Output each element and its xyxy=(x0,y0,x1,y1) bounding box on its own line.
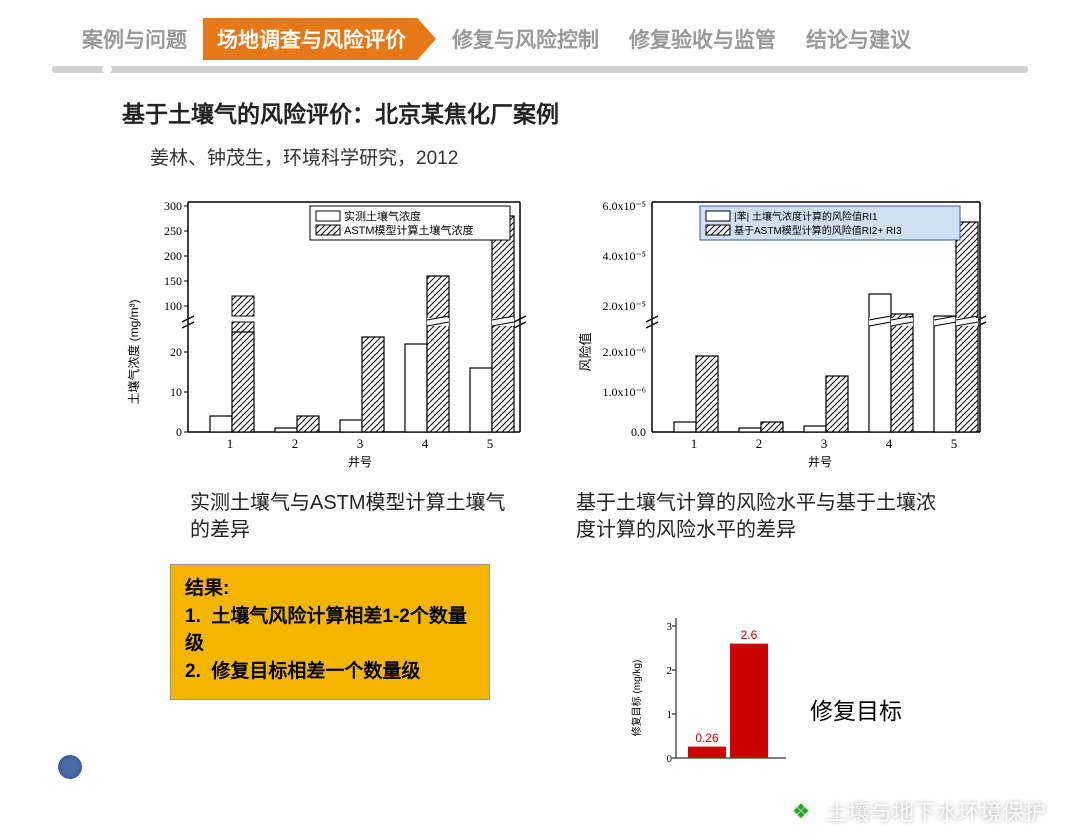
watermark: ❖ 土壤与地下水环境保护 xyxy=(786,795,1046,827)
nav-item-4[interactable]: 结论与建议 xyxy=(792,18,925,60)
svg-text:实测土壤气浓度: 实测土壤气浓度 xyxy=(344,209,421,223)
svg-text:4: 4 xyxy=(886,436,893,451)
caption-right: 基于土壤气计算的风险水平与基于土壤浓度计算的风险水平的差异 xyxy=(576,490,936,544)
svg-text:ASTM模型计算土壤气浓度: ASTM模型计算土壤气浓度 xyxy=(344,223,474,237)
svg-text:1: 1 xyxy=(227,436,234,451)
svg-text:1: 1 xyxy=(667,709,673,721)
chart-left: 0 10 20 100 150 200 250 300 土壤气浓度 (mg/m³… xyxy=(110,182,540,472)
svg-text:4.0x10⁻⁵: 4.0x10⁻⁵ xyxy=(602,249,646,263)
svg-text:2.0x10⁻⁵: 2.0x10⁻⁵ xyxy=(602,299,646,313)
svg-text:10: 10 xyxy=(170,385,182,399)
svg-text:3: 3 xyxy=(821,436,828,451)
nav-item-3[interactable]: 修复验收与监管 xyxy=(615,18,790,60)
watermark-text: 土壤与地下水环境保护 xyxy=(826,795,1046,827)
svg-text:1.0x10⁻⁶: 1.0x10⁻⁶ xyxy=(602,385,646,399)
svg-text:100: 100 xyxy=(164,299,182,313)
svg-text:2: 2 xyxy=(292,436,299,451)
caption-left: 实测土壤气与ASTM模型计算土壤气的差异 xyxy=(190,490,520,544)
svg-text:|苯| 土壤气浓度计算的风险值RI1: |苯| 土壤气浓度计算的风险值RI1 xyxy=(734,210,878,223)
svg-text:6.0x10⁻⁵: 6.0x10⁻⁵ xyxy=(602,199,646,213)
svg-text:250: 250 xyxy=(164,224,182,238)
svg-text:4: 4 xyxy=(422,436,429,451)
charts-row: 0 10 20 100 150 200 250 300 土壤气浓度 (mg/m³… xyxy=(0,182,1080,472)
nav-rule-dot xyxy=(102,64,112,74)
svg-text:土壤气浓度 (mg/m³): 土壤气浓度 (mg/m³) xyxy=(126,299,141,404)
svg-text:20: 20 xyxy=(170,345,182,359)
svg-text:2: 2 xyxy=(667,665,673,677)
svg-text:5: 5 xyxy=(951,436,958,451)
svg-text:2.0x10⁻⁶: 2.0x10⁻⁶ xyxy=(602,345,646,359)
chart-right: 0.0 1.0x10⁻⁶ 2.0x10⁻⁶ 2.0x10⁻⁵ 4.0x10⁻⁵ … xyxy=(560,182,1000,472)
svg-text:1: 1 xyxy=(691,436,698,451)
svg-text:风险值: 风险值 xyxy=(578,332,593,371)
nav-item-0[interactable]: 案例与问题 xyxy=(68,18,201,60)
svg-text:基于ASTM模型计算的风险值RI2+ RI3: 基于ASTM模型计算的风险值RI2+ RI3 xyxy=(734,224,902,237)
mini-val-1: 2.6 xyxy=(741,628,758,642)
svg-text:0.0: 0.0 xyxy=(631,425,646,439)
mini-side-label: 修复目标 xyxy=(810,692,902,726)
result-box: 结果: 1. 土壤气风险计算相差1-2个数量级 2. 修复目标相差一个数量级 xyxy=(170,564,490,700)
navbar: 案例与问题 场地调查与风险评价 修复与风险控制 修复验收与监管 结论与建议 xyxy=(0,0,1080,60)
svg-text:300: 300 xyxy=(164,199,182,213)
corner-logo-icon xyxy=(58,755,82,779)
nav-rule xyxy=(52,66,1028,73)
svg-text:3: 3 xyxy=(667,621,673,633)
nav-item-2[interactable]: 修复与风险控制 xyxy=(438,18,613,60)
mini-chart: 0 1 2 3 修复目标 (mg/kg) 0.26 2.6 xyxy=(616,608,796,783)
mini-val-0: 0.26 xyxy=(695,731,719,745)
svg-text:0: 0 xyxy=(667,753,673,765)
svg-text:井号: 井号 xyxy=(348,455,372,469)
svg-text:井号: 井号 xyxy=(808,455,832,469)
page-title: 基于土壤气的风险评价：北京某焦化厂案例 xyxy=(122,95,1080,129)
svg-text:5: 5 xyxy=(487,436,494,451)
nav-item-1-active[interactable]: 场地调查与风险评价 xyxy=(203,18,436,60)
svg-text:2: 2 xyxy=(756,436,763,451)
result-item-1: 1. 土壤气风险计算相差1-2个数量级 xyxy=(185,603,475,658)
svg-text:150: 150 xyxy=(164,274,182,288)
captions-row: 实测土壤气与ASTM模型计算土壤气的差异 基于土壤气计算的风险水平与基于土壤浓度… xyxy=(0,490,1080,544)
svg-text:0: 0 xyxy=(176,425,182,439)
result-item-2: 2. 修复目标相差一个数量级 xyxy=(185,658,475,686)
svg-text:3: 3 xyxy=(357,436,364,451)
svg-text:修复目标 (mg/kg): 修复目标 (mg/kg) xyxy=(630,660,643,737)
citation: 姜林、钟茂生，环境科学研究，2012 xyxy=(150,143,1080,170)
result-heading: 结果: xyxy=(185,575,475,603)
svg-text:200: 200 xyxy=(164,249,182,263)
wechat-icon: ❖ xyxy=(786,796,816,826)
